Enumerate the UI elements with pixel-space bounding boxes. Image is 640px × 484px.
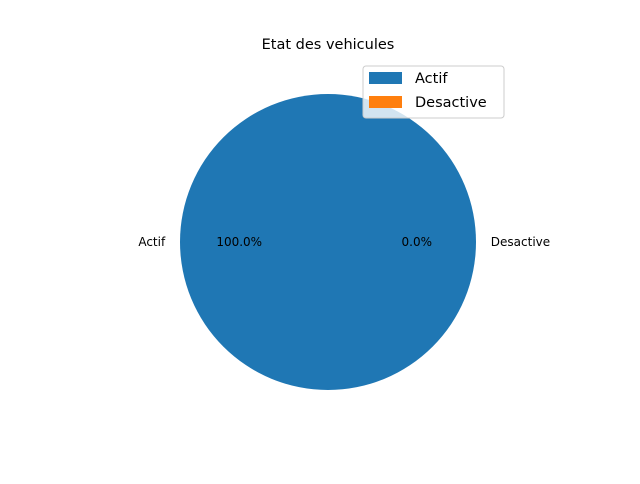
pie-slices bbox=[180, 94, 476, 390]
percent-label-desactive: 0.0% bbox=[402, 235, 433, 249]
category-label-desactive: Desactive bbox=[491, 235, 550, 249]
percent-label-actif: 100.0% bbox=[216, 235, 262, 249]
legend-label-actif: Actif bbox=[415, 71, 448, 87]
legend-swatch-desactive bbox=[369, 96, 402, 108]
chart-title: Etat des vehicules bbox=[262, 37, 395, 53]
legend-swatch-actif bbox=[369, 72, 402, 84]
legend-label-desactive: Desactive bbox=[415, 95, 487, 111]
pie-labels: Actif 100.0% Desactive 0.0% bbox=[138, 235, 550, 249]
category-label-actif: Actif bbox=[138, 235, 166, 249]
pie-slice-actif bbox=[180, 94, 476, 390]
legend: Actif Desactive bbox=[362, 65, 505, 119]
